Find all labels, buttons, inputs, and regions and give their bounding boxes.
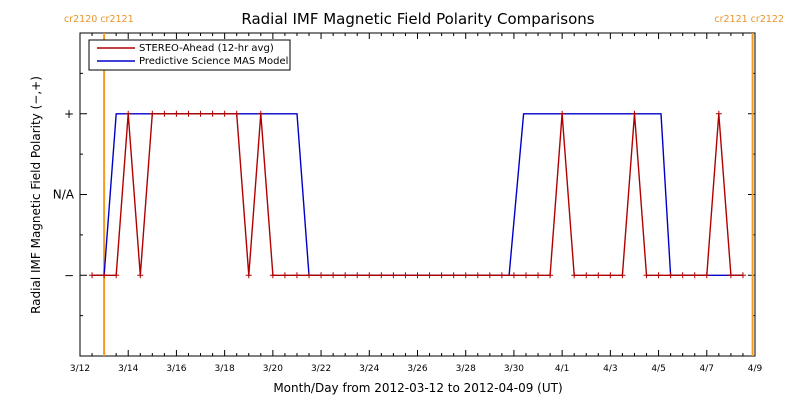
x-tick-label: 3/28 <box>456 364 476 374</box>
data-point-marker <box>149 110 156 117</box>
y-tick-label: − <box>64 268 74 282</box>
data-point-marker <box>667 272 674 279</box>
data-point-marker <box>89 272 96 279</box>
data-point-marker <box>619 272 626 279</box>
data-point-marker <box>318 272 325 279</box>
data-point-marker <box>727 272 734 279</box>
chart-title: Radial IMF Magnetic Field Polarity Compa… <box>241 10 594 28</box>
data-point-marker <box>474 272 481 279</box>
data-point-marker <box>125 110 132 117</box>
data-point-marker <box>703 272 710 279</box>
legend-label-stereo: STEREO-Ahead (12-hr avg) <box>139 43 274 54</box>
x-tick-label: 3/14 <box>118 364 138 374</box>
data-point-marker <box>655 272 662 279</box>
data-point-marker <box>679 272 686 279</box>
data-point-marker <box>233 110 240 117</box>
carrington-rotation-label: cr2120 cr2121 <box>64 14 134 25</box>
y-tick-label: N/A <box>53 188 75 202</box>
data-point-marker <box>281 272 288 279</box>
data-point-marker <box>462 272 469 279</box>
axis-ticks: 3/12 3/14 3/16 3/18 3/20 3/22 3/24 3/26 3/28 3/30… <box>53 32 763 374</box>
x-tick-label: 3/26 <box>407 364 427 374</box>
data-point-marker <box>450 272 457 279</box>
data-point-marker <box>643 272 650 279</box>
data-point-marker <box>245 272 252 279</box>
x-tick-label: 3/12 <box>70 364 90 374</box>
data-point-marker <box>269 272 276 279</box>
data-point-marker <box>330 272 337 279</box>
data-point-marker <box>595 272 602 279</box>
data-point-marker <box>354 272 361 279</box>
data-point-marker <box>498 272 505 279</box>
data-point-marker <box>402 272 409 279</box>
data-point-marker <box>739 272 746 279</box>
data-point-marker <box>161 110 168 117</box>
data-point-marker <box>583 272 590 279</box>
data-point-marker <box>342 272 349 279</box>
data-point-marker <box>113 272 120 279</box>
carrington-rotation-label: cr2121 cr2122 <box>714 14 784 25</box>
x-tick-label: 3/22 <box>311 364 331 374</box>
data-point-marker <box>559 110 566 117</box>
plot-frame <box>79 32 756 357</box>
y-tick-label: + <box>64 107 74 121</box>
data-point-marker <box>101 272 108 279</box>
series-layer <box>89 110 746 279</box>
x-axis-label: Month/Day from 2012-03-12 to 2012-04-09 … <box>273 381 562 395</box>
y-axis-label: Radial IMF Magnetic Field Polarity (−,+) <box>29 76 43 314</box>
data-point-marker <box>366 272 373 279</box>
x-tick-label: 3/20 <box>263 364 283 374</box>
data-point-marker <box>486 272 493 279</box>
data-point-marker <box>306 272 313 279</box>
x-tick-label: 3/24 <box>359 364 379 374</box>
x-tick-label: 4/1 <box>555 364 569 374</box>
data-point-marker <box>221 110 228 117</box>
data-point-marker <box>535 272 542 279</box>
data-point-marker <box>378 272 385 279</box>
data-point-marker <box>547 272 554 279</box>
x-tick-label: 4/3 <box>603 364 617 374</box>
data-point-marker <box>185 110 192 117</box>
data-point-marker <box>257 110 264 117</box>
data-point-marker <box>197 110 204 117</box>
series-line-stereo-ahead <box>92 113 743 276</box>
data-point-marker <box>510 272 517 279</box>
carrington-markers: cr2120 cr2121 cr2121 cr2122 <box>64 14 784 356</box>
data-point-marker <box>691 272 698 279</box>
data-point-marker <box>173 110 180 117</box>
data-point-marker <box>607 272 614 279</box>
x-tick-label: 4/9 <box>748 364 763 374</box>
data-point-marker <box>715 110 722 117</box>
legend-label-model: Predictive Science MAS Model <box>139 56 288 67</box>
x-tick-label: 3/18 <box>215 364 235 374</box>
x-tick-label: 4/5 <box>651 364 665 374</box>
x-tick-label: 3/16 <box>166 364 186 374</box>
data-point-marker <box>631 110 638 117</box>
data-point-marker <box>390 272 397 279</box>
data-point-marker <box>209 110 216 117</box>
data-point-marker <box>137 272 144 279</box>
data-point-marker <box>426 272 433 279</box>
legend: STEREO-Ahead (12-hr avg) Predictive Scie… <box>88 39 291 71</box>
data-point-marker <box>293 272 300 279</box>
data-point-marker <box>414 272 421 279</box>
legend-box <box>88 39 291 71</box>
data-point-marker <box>571 272 578 279</box>
x-tick-label: 4/7 <box>700 364 714 374</box>
x-tick-label: 3/30 <box>504 364 524 374</box>
data-point-marker <box>522 272 529 279</box>
data-point-marker <box>438 272 445 279</box>
